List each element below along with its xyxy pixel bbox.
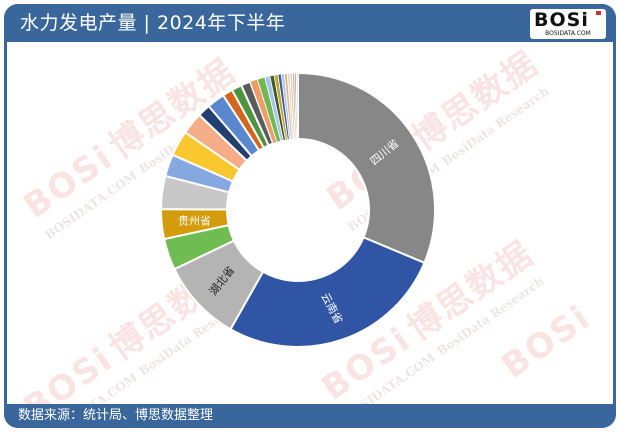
logo-dot-icon [596, 11, 601, 15]
donut-slice [295, 72, 299, 140]
chart-plot-area: BOSi 博思数据 BOSIDATA.COM BosiData Research… [7, 42, 613, 428]
chart-footer: 数据来源：统计局、博思数据整理 [4, 404, 616, 428]
slice-label: 贵州省 [178, 214, 211, 227]
donut-slice-四川省 [297, 71, 436, 265]
chart-title: 水力发电产量 | 2024年下半年 [20, 12, 286, 34]
logo-text: BOSi [534, 9, 589, 31]
chart-header: 水力发电产量 | 2024年下半年 BOSi BOSIDATA.COM [4, 4, 616, 42]
bosi-logo: BOSi BOSIDATA.COM [530, 9, 606, 39]
donut-slice-云南省 [229, 236, 426, 348]
data-source: 数据来源：统计局、博思数据整理 [18, 408, 214, 423]
chart-card: 水力发电产量 | 2024年下半年 BOSi BOSIDATA.COM BOSi… [4, 4, 616, 428]
logo-subtext: BOSIDATA.COM [545, 30, 591, 37]
